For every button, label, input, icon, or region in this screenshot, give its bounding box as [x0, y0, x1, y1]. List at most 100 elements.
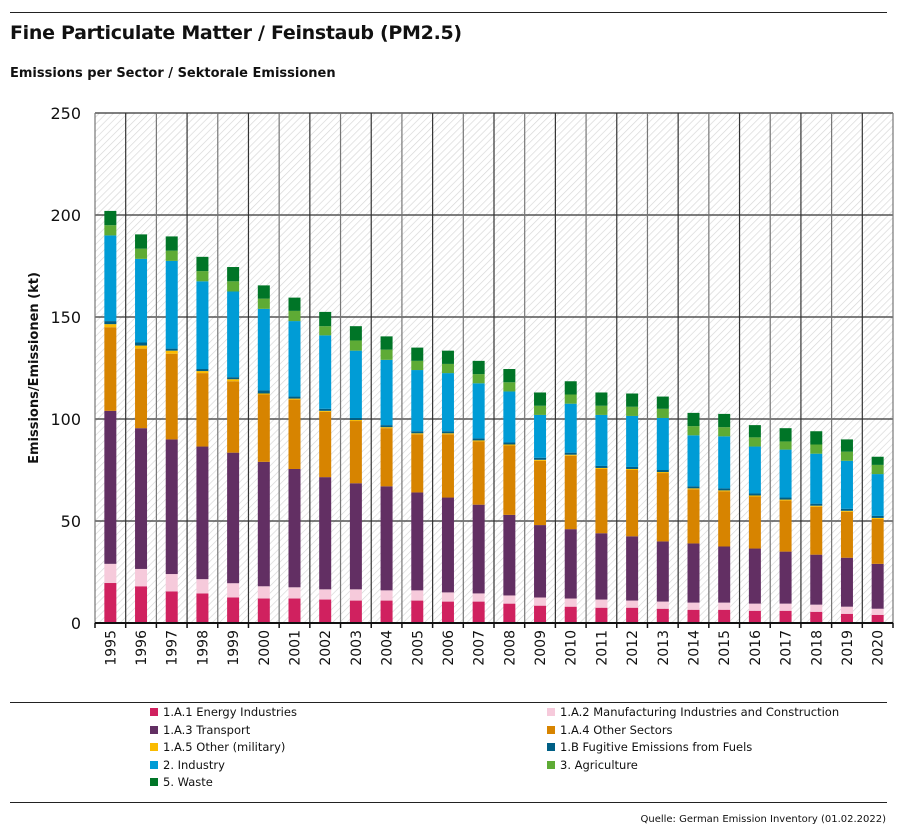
bar-segment-1998-4 — [196, 371, 209, 374]
legend-label: 3. Agriculture — [560, 757, 638, 772]
legend-label: 5. Waste — [163, 775, 213, 789]
bar-segment-2001-6 — [288, 321, 301, 397]
bar-segment-2008-3 — [503, 445, 516, 515]
legend-swatch — [150, 778, 158, 786]
bar-segment-1999-2 — [227, 452, 240, 584]
legend-swatch — [547, 760, 555, 769]
legend-swatch — [150, 708, 158, 716]
bar-segment-2005-3 — [411, 434, 424, 493]
y-axis-label: Emissions/Emissionen (kt) — [27, 272, 42, 464]
bar-segment-2013-3 — [656, 473, 669, 542]
bar-segment-2018-2 — [810, 554, 823, 605]
x-tick-label: 2014 — [687, 630, 703, 666]
bar-segment-2012-0 — [626, 607, 639, 623]
bar-segment-1998-1 — [196, 579, 209, 594]
bar-segment-2009-7 — [534, 405, 547, 415]
bar-segment-2007-4 — [472, 440, 485, 442]
bar-segment-2008-4 — [503, 444, 516, 446]
bar-segment-2015-6 — [718, 436, 731, 489]
bar-segment-1997-8 — [165, 236, 178, 251]
legend-item: 1.A.4 Other Sectors — [547, 723, 673, 737]
bar-segment-2011-4 — [595, 467, 608, 469]
bar-segment-2016-2 — [748, 548, 761, 604]
x-tick-label: 2016 — [748, 630, 764, 666]
bar-segment-1996-6 — [135, 258, 148, 343]
bar-segment-2011-7 — [595, 405, 608, 415]
bar-segment-2010-7 — [564, 394, 577, 404]
bar-segment-2001-4 — [288, 398, 301, 400]
bar-segment-2009-5 — [534, 457, 547, 460]
bar-segment-2017-4 — [779, 499, 792, 501]
x-tick-label: 2019 — [840, 630, 856, 666]
bar-segment-2009-3 — [534, 460, 547, 526]
bar-segment-1999-8 — [227, 267, 240, 282]
y-tick-label: 200 — [50, 206, 81, 225]
bar-segment-2008-1 — [503, 595, 516, 604]
bar-segment-2007-6 — [472, 383, 485, 439]
bar-segment-2020-7 — [871, 464, 884, 475]
legend-item: 5. Waste — [150, 775, 213, 789]
bar-segment-2006-4 — [441, 433, 454, 435]
bar-segment-2017-2 — [779, 551, 792, 604]
bar-segment-1995-1 — [104, 563, 117, 584]
bar-segment-2006-6 — [441, 373, 454, 432]
x-tick-label: 2002 — [318, 630, 334, 666]
bar-segment-2004-1 — [380, 590, 393, 601]
source-note: Quelle: German Emission Inventory (01.02… — [640, 814, 886, 825]
x-tick-label: 2001 — [288, 630, 304, 666]
bar-segment-2020-0 — [871, 614, 884, 623]
bar-segment-2015-1 — [718, 602, 731, 610]
legend-swatch — [547, 743, 555, 751]
bar-segment-2018-6 — [810, 453, 823, 504]
bar-segment-2013-4 — [656, 472, 669, 474]
bar-segment-2020-4 — [871, 517, 884, 519]
bar-segment-2012-2 — [626, 536, 639, 601]
bar-segment-2017-6 — [779, 449, 792, 498]
bar-segment-2011-2 — [595, 533, 608, 600]
bar-segment-2020-6 — [871, 474, 884, 516]
x-tick-label: 1996 — [134, 630, 150, 666]
legend-item: 1.A.2 Manufacturing Industries and Const… — [547, 705, 839, 719]
bar-segment-1998-8 — [196, 256, 209, 272]
bar-segment-1997-5 — [165, 348, 178, 351]
bar-segment-2007-8 — [472, 360, 485, 375]
bar-segment-2003-1 — [349, 589, 362, 601]
bar-segment-2005-0 — [411, 600, 424, 623]
bar-segment-2015-8 — [718, 413, 731, 428]
legend-label: 1.A.3 Transport — [163, 722, 251, 737]
bar-segment-1996-3 — [135, 348, 148, 429]
bar-segment-1997-7 — [165, 250, 178, 261]
bar-segment-1997-3 — [165, 353, 178, 440]
bar-segment-1995-2 — [104, 410, 117, 564]
x-tick-label: 2003 — [349, 630, 365, 666]
bar-segment-2018-3 — [810, 506, 823, 555]
legend-label: 2. Industry — [163, 757, 225, 772]
x-tick-label: 2013 — [656, 630, 672, 666]
bar-segment-1999-6 — [227, 291, 240, 378]
legend-swatch — [150, 743, 158, 751]
bar-segment-2003-5 — [349, 417, 362, 421]
bar-segment-2019-7 — [840, 451, 853, 461]
bar-segment-2019-8 — [840, 439, 853, 452]
bar-segment-2014-8 — [687, 412, 700, 427]
bar-segment-2001-3 — [288, 399, 301, 469]
bar-segment-2007-7 — [472, 374, 485, 384]
bar-segment-2009-0 — [534, 605, 547, 623]
bar-segment-1999-0 — [227, 597, 240, 623]
bar-segment-2009-8 — [534, 392, 547, 406]
y-tick-label: 150 — [50, 308, 81, 327]
bar-segment-2010-6 — [564, 403, 577, 453]
bar-segment-2004-0 — [380, 600, 393, 623]
bar-segment-2004-6 — [380, 359, 393, 426]
bar-segment-2005-8 — [411, 347, 424, 361]
legend-swatch — [150, 760, 158, 769]
x-tick-label: 2020 — [871, 630, 887, 666]
bar-segment-2015-0 — [718, 609, 731, 623]
legend-label: 1.A.2 Manufacturing Industries and Const… — [560, 705, 840, 719]
legend-top-rule — [10, 702, 887, 703]
bar-segment-1999-5 — [227, 377, 240, 380]
bar-segment-2004-3 — [380, 428, 393, 487]
bar-segment-2007-1 — [472, 593, 485, 602]
bar-segment-2002-2 — [319, 477, 332, 590]
